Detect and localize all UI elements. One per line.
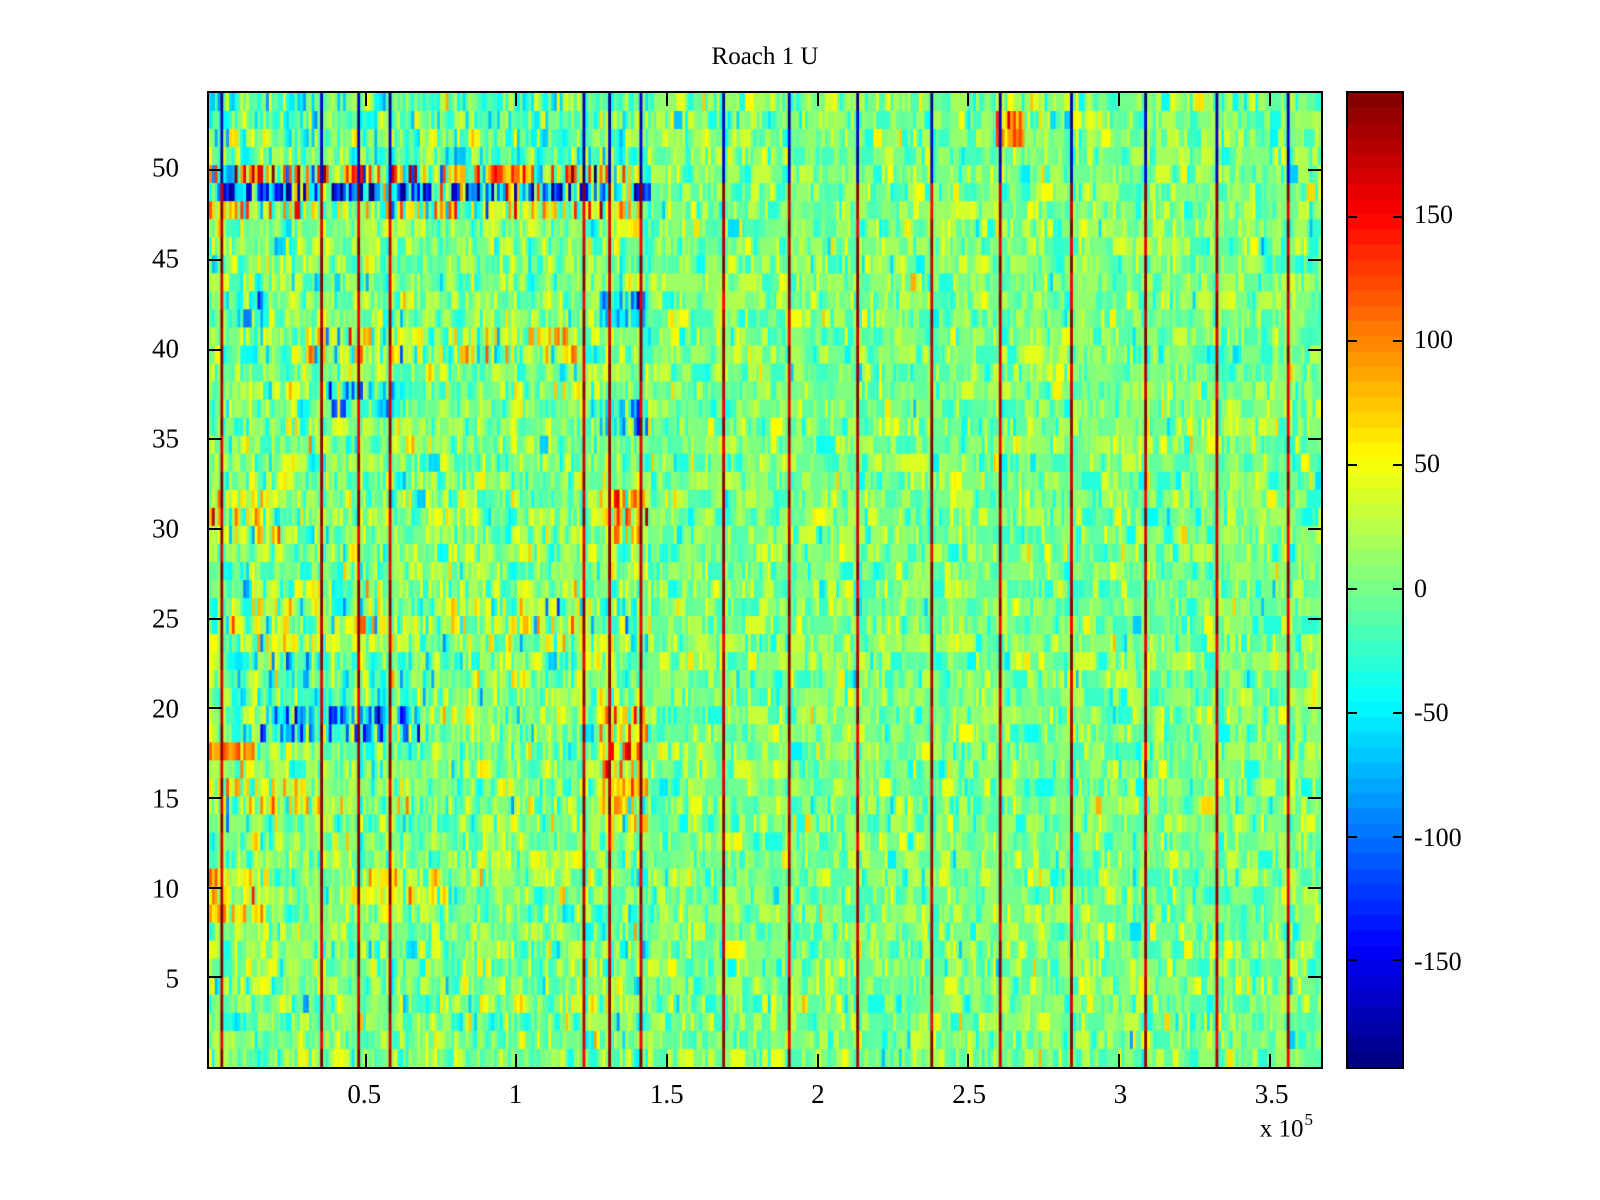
- chart-title: Roach 1 U: [711, 43, 819, 70]
- colorbar-tick-label: 100: [1414, 324, 1453, 354]
- colorbar-tick: [1348, 959, 1357, 962]
- y-tick-mirror: [1308, 796, 1321, 799]
- heatmap-image: [209, 93, 1321, 1067]
- y-tick-mirror: [1308, 438, 1321, 441]
- heatmap-plot-area: [207, 91, 1323, 1069]
- x-tick-mirror: [666, 93, 669, 106]
- y-tick-label: 40: [152, 333, 179, 364]
- y-tick: [209, 527, 222, 530]
- y-tick: [209, 617, 222, 620]
- x-tick-mirror: [967, 93, 970, 106]
- colorbar-gradient: [1348, 93, 1402, 1067]
- y-tick-mirror: [1308, 707, 1321, 710]
- colorbar-tick-mirror: [1393, 711, 1402, 714]
- y-tick: [209, 348, 222, 351]
- y-tick-mirror: [1308, 527, 1321, 530]
- colorbar-tick-label: -100: [1414, 822, 1462, 852]
- x-tick: [364, 1054, 367, 1067]
- y-tick: [209, 258, 222, 261]
- colorbar: [1346, 91, 1404, 1069]
- colorbar-tick-label: 0: [1414, 573, 1427, 603]
- colorbar-tick-label: 150: [1414, 200, 1453, 230]
- y-tick-label: 35: [152, 423, 179, 454]
- x-tick: [1118, 1054, 1121, 1067]
- x-tick-label: 3.5: [1254, 1079, 1289, 1109]
- colorbar-tick-mirror: [1393, 215, 1402, 218]
- y-tick-mirror: [1308, 976, 1321, 979]
- x-tick-label: 2.5: [952, 1079, 987, 1109]
- y-tick: [209, 169, 222, 172]
- y-tick-label: 5: [165, 963, 180, 994]
- x-tick: [666, 1054, 669, 1067]
- y-tick: [209, 438, 222, 441]
- y-tick-mirror: [1308, 169, 1321, 172]
- y-tick-label: 25: [152, 603, 179, 634]
- colorbar-tick-label: -50: [1414, 698, 1449, 728]
- y-tick-label: 10: [152, 873, 179, 904]
- colorbar-tick-mirror: [1393, 959, 1402, 962]
- y-axis-tick-labels: 5 10 15 20 25 30 35 40 45 50: [0, 91, 193, 1069]
- colorbar-tick: [1348, 587, 1357, 590]
- y-tick-mirror: [1308, 258, 1321, 261]
- x-tick-mirror: [1118, 93, 1121, 106]
- y-tick-mirror: [1308, 886, 1321, 889]
- x-tick-mirror: [816, 93, 819, 106]
- colorbar-tick: [1348, 339, 1357, 342]
- x-axis-exponent-label: x 105: [207, 1110, 1314, 1143]
- y-tick-label: 20: [152, 693, 179, 724]
- y-tick-label: 50: [152, 152, 179, 183]
- colorbar-tick-mirror: [1393, 835, 1402, 838]
- x-tick-label: 3: [1113, 1079, 1128, 1109]
- x-tick-label: 0.5: [347, 1079, 382, 1109]
- x-tick-mirror: [364, 93, 367, 106]
- y-tick-mirror: [1308, 617, 1321, 620]
- colorbar-tick-mirror: [1393, 587, 1402, 590]
- y-tick: [209, 796, 222, 799]
- x-axis-tick-labels: 0.5 1 1.5 2 2.5 3 3.5: [207, 1079, 1323, 1113]
- colorbar-tick: [1348, 711, 1357, 714]
- x-tick: [515, 1054, 518, 1067]
- colorbar-tick-label: 50: [1414, 449, 1440, 479]
- x-tick: [967, 1054, 970, 1067]
- x-tick-mirror: [515, 93, 518, 106]
- y-tick-label: 15: [152, 783, 179, 814]
- y-tick: [209, 976, 222, 979]
- colorbar-tick-labels: 150 100 50 0 -50 -100 -150: [1414, 91, 1534, 1069]
- y-tick-label: 45: [152, 243, 179, 273]
- x-tick-label: 1.5: [649, 1079, 684, 1109]
- colorbar-tick-label: -150: [1414, 946, 1462, 976]
- y-tick-mirror: [1308, 348, 1321, 351]
- y-tick: [209, 707, 222, 710]
- exponent-prefix: x 10: [1259, 1115, 1304, 1143]
- colorbar-tick: [1348, 835, 1357, 838]
- y-tick-label: 30: [152, 513, 179, 544]
- x-tick-mirror: [1268, 93, 1271, 106]
- exponent-power: 5: [1304, 1110, 1314, 1129]
- colorbar-tick-mirror: [1393, 339, 1402, 342]
- x-tick-label: 2: [811, 1079, 825, 1109]
- y-tick: [209, 886, 222, 889]
- x-tick-label: 1: [508, 1079, 523, 1109]
- colorbar-tick: [1348, 215, 1357, 218]
- x-tick: [816, 1054, 819, 1067]
- colorbar-tick-mirror: [1393, 463, 1402, 466]
- colorbar-tick: [1348, 463, 1357, 466]
- x-tick: [1268, 1054, 1271, 1067]
